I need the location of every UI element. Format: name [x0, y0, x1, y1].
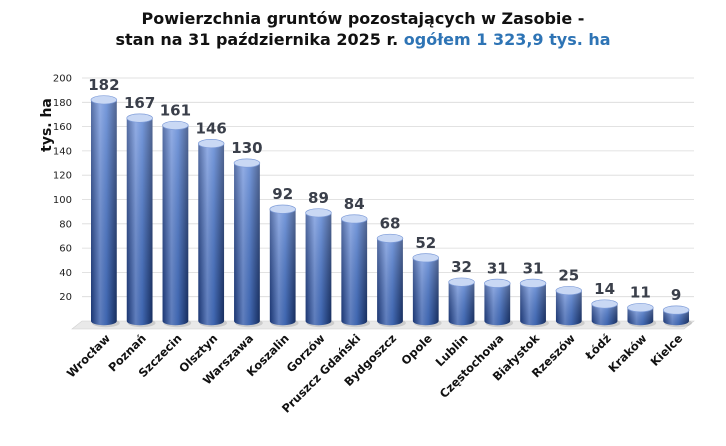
bar-cap: [627, 303, 654, 313]
chart-title-line1: Powierzchnia gruntów pozostających w Zas…: [141, 9, 585, 28]
bar-shade: [520, 283, 546, 326]
bar-cap: [90, 95, 118, 105]
bars: [90, 95, 692, 328]
bar-shade: [448, 282, 475, 326]
bar: [197, 139, 228, 328]
data-label: 14: [594, 280, 615, 298]
data-label: 31: [487, 259, 508, 277]
data-label: 31: [523, 259, 544, 277]
x-tick-label: Kraków: [605, 331, 649, 375]
bar-cap: [197, 139, 225, 149]
bar: [448, 277, 478, 328]
bar-cap: [412, 253, 439, 263]
bar-shade: [234, 163, 260, 326]
bar: [662, 305, 692, 328]
bar-cap: [662, 305, 690, 315]
bar: [341, 214, 371, 328]
bar: [162, 120, 192, 328]
y-tick-label: 180: [53, 98, 72, 109]
bar: [412, 253, 442, 328]
data-label: 9: [671, 286, 681, 304]
x-tick-label: Łódź: [582, 331, 614, 363]
bar-shade: [126, 118, 153, 326]
bar-cap: [305, 208, 332, 218]
bar-shade: [484, 283, 511, 326]
bar-shade: [627, 307, 654, 326]
bar: [376, 233, 406, 328]
bar: [555, 286, 585, 328]
y-tick-label: 20: [59, 292, 72, 303]
y-axis-label: tys. ha: [39, 98, 55, 152]
bar-cap: [555, 286, 583, 296]
data-label: 84: [344, 195, 365, 213]
data-label: 11: [630, 284, 651, 302]
bar: [627, 303, 657, 328]
y-axis: 20 40 60 80 100 120 140 160 180 200: [53, 74, 72, 304]
y-tick-label: 160: [53, 122, 72, 133]
bar-shade: [412, 257, 439, 326]
bar: [305, 208, 335, 328]
x-tick-label: Kielce: [648, 331, 686, 369]
bar: [484, 278, 514, 328]
bar-cap: [233, 158, 261, 168]
y-tick-label: 100: [53, 195, 72, 206]
bar-cap: [519, 278, 547, 288]
data-label: 52: [415, 234, 436, 252]
bar-shade: [198, 143, 225, 326]
bar-cap: [591, 299, 618, 309]
y-tick-label: 120: [53, 171, 72, 182]
x-tick-label: Wrocław: [64, 331, 113, 380]
data-label: 32: [451, 258, 472, 276]
bar-shade: [377, 238, 403, 326]
y-tick-label: 200: [53, 74, 72, 85]
bar-cap: [484, 278, 511, 288]
bar-shade: [305, 212, 332, 326]
data-label: 146: [196, 120, 227, 138]
data-label: 92: [272, 185, 293, 203]
chart-title-date: stan na 31 października 2025 r.: [115, 30, 399, 49]
data-label: 130: [231, 139, 262, 157]
chart-title-line2: stan na 31 października 2025 r. ogółem 1…: [0, 29, 726, 50]
bar: [269, 204, 299, 328]
bar-shade: [162, 125, 189, 326]
bar-cap: [126, 113, 153, 123]
data-label: 89: [308, 189, 329, 207]
data-label: 25: [558, 267, 579, 285]
data-label: 167: [124, 94, 155, 112]
bar-shade: [341, 218, 368, 326]
data-label: 68: [380, 214, 401, 232]
chart-title-total: ogółem 1 323,9 tys. ha: [403, 30, 611, 49]
chart-title: Powierzchnia gruntów pozostających w Zas…: [0, 8, 726, 50]
bar-shade: [555, 290, 582, 326]
x-tick-label: Częstochowa: [437, 331, 507, 401]
bar-shade: [591, 303, 618, 326]
bar-cap: [448, 277, 475, 287]
bar-shade: [91, 99, 117, 326]
bar-cap: [376, 233, 404, 243]
data-label: 161: [160, 101, 191, 119]
bar: [233, 158, 263, 328]
bar: [519, 278, 549, 328]
bar: [90, 95, 120, 328]
bar: [591, 299, 621, 328]
y-tick-label: 80: [59, 219, 72, 230]
y-tick-label: 140: [53, 146, 72, 157]
bar-shade: [269, 209, 296, 326]
bar-cap: [162, 120, 189, 130]
y-tick-label: 40: [59, 268, 72, 279]
bar-cap: [341, 214, 368, 224]
bar-cap: [269, 204, 296, 214]
y-tick-label: 60: [59, 244, 72, 255]
bar: [126, 113, 156, 328]
data-label: 182: [88, 76, 119, 94]
x-tick-label: Opole: [398, 331, 435, 368]
